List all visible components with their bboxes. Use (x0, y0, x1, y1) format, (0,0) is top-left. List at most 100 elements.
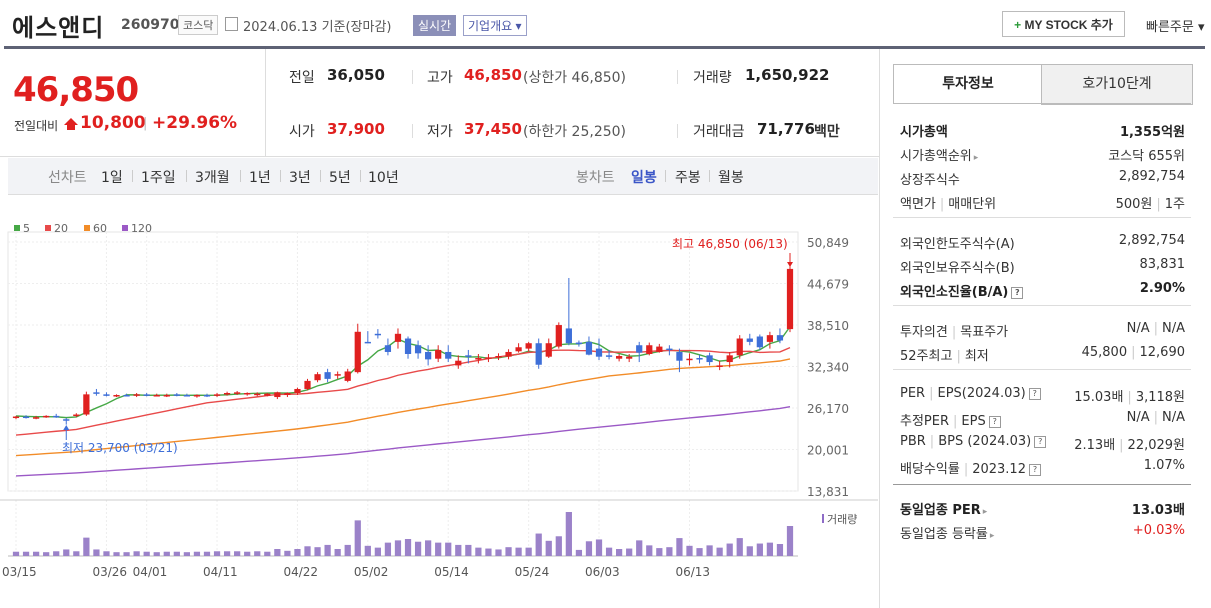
volume-bar (173, 551, 180, 556)
company-overview-dropdown[interactable]: 기업개요 ▾ (463, 15, 527, 36)
legend-swatch (14, 225, 20, 231)
help-icon[interactable]: ? (1028, 463, 1041, 476)
stat-divider (677, 124, 678, 138)
info-row-label[interactable]: 시가총액순위 ▸ (900, 145, 978, 164)
candle-body (636, 345, 643, 353)
volume-bar (344, 544, 351, 556)
realtime-button[interactable]: 실시간 (413, 15, 457, 36)
info-row-label: 배당수익률 | 2023.12? (900, 458, 1041, 477)
label-separator: | (929, 386, 934, 401)
info-row-value: +0.03% (1133, 523, 1185, 538)
candle-body (143, 394, 150, 396)
period-monthly[interactable]: 월봉 (718, 170, 744, 186)
open-label: 시가 (289, 124, 315, 140)
help-icon[interactable]: ? (1028, 387, 1041, 400)
candle-body (394, 333, 402, 342)
help-icon[interactable]: ? (988, 415, 1001, 428)
stock-name: 에스앤디 (12, 14, 105, 42)
candle-body (404, 338, 412, 354)
info-row-label[interactable]: 동일업종 등락률 ▸ (900, 523, 994, 542)
info-value2-text: 12,690 (1139, 345, 1186, 360)
period-3y[interactable]: 3년 (289, 170, 311, 186)
candle-body (565, 328, 572, 344)
tab-underline (893, 103, 1191, 104)
high-annotation: 최고 46,850 (06/13) (672, 237, 788, 251)
high-label: 고가 (427, 70, 453, 86)
amount-value: 71,776 (757, 120, 815, 138)
period-weekly[interactable]: 주봉 (675, 170, 701, 186)
candle-body (223, 393, 231, 395)
info-row-value: 83,831 (1140, 257, 1186, 272)
info-label-text: 외국인한도주식수(A) (900, 237, 1015, 252)
chart-period-bar: 선차트 1일 1주일 3개월 1년 3년 5년 10년 봉차트 일봉 주봉 월봉 (8, 158, 878, 195)
period-10y[interactable]: 10년 (368, 170, 399, 186)
ma120-line (15, 406, 791, 477)
candle-body (585, 341, 593, 355)
info-row-label[interactable]: 동일업종 PER ▸ (900, 499, 987, 518)
volume-bar (284, 550, 291, 556)
tab-orderbook[interactable]: 호가10단계 (1041, 64, 1193, 105)
stock-header: 에스앤디 260970 코스닥 2024.06.13 기준(장마감) 실시간 기… (0, 0, 1211, 49)
volume-bar (193, 551, 201, 556)
value-separator: | (1127, 390, 1132, 405)
info-value-text: 2,892,754 (1118, 233, 1185, 248)
candle-body (193, 395, 201, 397)
volume-legend: 거래량 (827, 513, 857, 526)
volume-bar (153, 552, 160, 556)
candle-body (666, 348, 673, 351)
volume-bar (786, 526, 794, 556)
quick-order-dropdown[interactable]: 빠른주문 ▾ (1146, 20, 1205, 35)
candle-body (53, 415, 60, 418)
volume-bar (756, 543, 763, 556)
candle-body (595, 348, 603, 357)
info-row-value: N/A | N/A (1127, 410, 1185, 425)
info-label2-text: 목표주가 (960, 325, 1009, 340)
info-label2-text: 2023.12 (972, 462, 1026, 477)
upper-limit: (상한가 46,850) (523, 70, 627, 86)
stock-code: 260970 (121, 17, 180, 33)
period-1y[interactable]: 1년 (249, 170, 271, 186)
period-5y[interactable]: 5년 (329, 170, 351, 186)
info-value-text: 2,892,754 (1118, 169, 1185, 184)
volume-bar (354, 520, 361, 556)
plus-icon: + (1014, 17, 1022, 32)
period-1d[interactable]: 1일 (101, 170, 123, 186)
add-mystock-label: MY STOCK 추가 (1024, 17, 1113, 32)
info-row-value: 1.07% (1144, 458, 1185, 473)
row-divider (893, 217, 1191, 218)
candle-body (656, 346, 663, 352)
period-separator (132, 170, 133, 182)
volume-bar (143, 551, 150, 556)
volume-bar (113, 552, 120, 556)
candle-body (756, 336, 763, 348)
period-separator (360, 170, 361, 182)
candle-body (686, 358, 693, 361)
stock-chart[interactable]: 50,849 44,679 38,510 32,340 26,170 20,001 13,8… (0, 200, 878, 608)
value-separator: | (1156, 197, 1161, 212)
info-label-text: 외국인소진율(B/A) (900, 285, 1009, 300)
candle-body (63, 419, 70, 421)
candle-body (344, 371, 351, 381)
period-1w[interactable]: 1주일 (141, 170, 176, 186)
ma20-line (15, 347, 791, 436)
help-icon[interactable]: ? (1034, 435, 1047, 448)
x-tick-label: 05/14 (434, 565, 469, 579)
volume-bar (294, 549, 301, 556)
info-value-text: N/A (1126, 410, 1150, 425)
info-value-text: 45,800 (1081, 345, 1128, 360)
info-label-text: 배당수익률 (900, 462, 960, 477)
period-separator (186, 170, 187, 182)
volume-value: 1,650,922 (745, 66, 830, 84)
period-daily[interactable]: 일봉 (631, 170, 657, 186)
volume-bar (435, 542, 442, 556)
candle-body (575, 342, 583, 345)
help-icon[interactable]: ? (1011, 286, 1024, 299)
info-value-text: 2.13배 (1074, 438, 1116, 453)
candle-body (43, 415, 50, 418)
period-3m[interactable]: 3개월 (195, 170, 230, 186)
info-row-value: 2,892,754 (1119, 169, 1185, 184)
candle-body (696, 358, 703, 360)
tab-invest-info[interactable]: 투자정보 (893, 64, 1043, 104)
x-tick-label: 03/15 (2, 565, 37, 579)
add-mystock-button[interactable]: + MY STOCK 추가 (1002, 11, 1125, 37)
